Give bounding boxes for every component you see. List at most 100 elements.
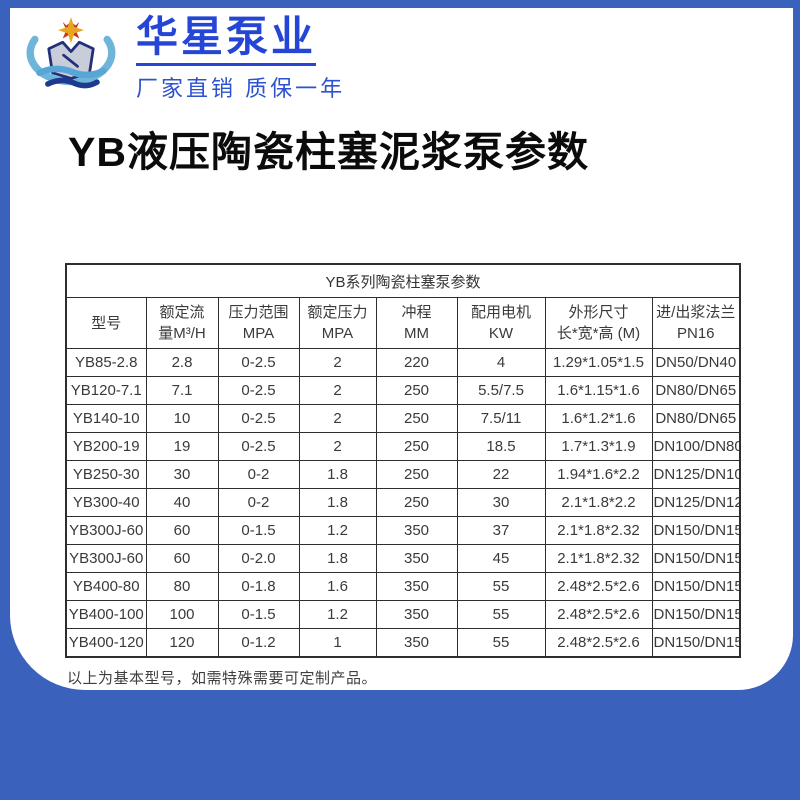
table-cell: 0-2.0 xyxy=(217,544,300,573)
table-cell: 350 xyxy=(375,544,458,573)
table-cell: 350 xyxy=(375,628,458,658)
table-cell: 2.1*1.8*2.32 xyxy=(544,516,653,545)
table-cell: 18.5 xyxy=(456,432,546,461)
table-cell: YB400-120 xyxy=(65,628,147,658)
table-cell: 1.2 xyxy=(298,516,377,545)
table-cell: 60 xyxy=(145,544,219,573)
star-icon xyxy=(58,17,84,44)
table-cell: 0-2.5 xyxy=(217,348,300,377)
table-cell: 0-1.5 xyxy=(217,516,300,545)
table-row: YB85-2.8 2.8 0-2.5 2 220 4 1.29*1.05*1.5 DN50/D… xyxy=(65,348,741,377)
column-header: 外形尺寸 长*宽*高 (M) xyxy=(544,297,653,349)
table-cell: 2 xyxy=(298,404,377,433)
spec-table-section: YB系列陶瓷柱塞泵参数 型号 额定流 量M³/H 压力范围 MPA 额定压力 MPA 冲程 MM… xyxy=(65,263,742,688)
table-cell: 250 xyxy=(375,460,458,489)
table-cell: 30 xyxy=(145,460,219,489)
wave-light xyxy=(36,65,107,79)
brand-tagline: 厂家直销 质保一年 xyxy=(136,75,346,101)
table-row: YB300J-60 60 0-1.5 1.2 350 37 2.1*1.8*2.32 DN15… xyxy=(65,516,741,545)
table-cell: DN125/DN125 xyxy=(651,488,741,517)
table-cell: 250 xyxy=(375,404,458,433)
table-row: YB300J-60 60 0-2.0 1.8 350 45 2.1*1.8*2.32 DN15… xyxy=(65,544,741,573)
brand-name: 华星泵业 xyxy=(136,15,317,66)
table-cell: 55 xyxy=(456,600,546,629)
table-cell: 0-2 xyxy=(217,460,300,489)
column-header: 配用电机 KW xyxy=(456,297,546,349)
table-cell: DN150/DN150 xyxy=(651,544,741,573)
table-cell: YB250-30 xyxy=(65,460,147,489)
column-header: 型号 xyxy=(65,297,147,349)
table-cell: 0-1.5 xyxy=(217,600,300,629)
table-cell: YB400-80 xyxy=(65,572,147,601)
table-cell: 350 xyxy=(375,600,458,629)
emblem-stroke xyxy=(62,53,79,68)
brand-text-block: 华星泵业 厂家直销 质保一年 xyxy=(136,13,345,102)
table-cell: DN150/DN150 xyxy=(651,628,741,658)
table-header-row: 型号 额定流 量M³/H 压力范围 MPA 额定压力 MPA 冲程 MM 配用电机 KW 外形尺寸 长*… xyxy=(65,297,741,349)
table-cell: 220 xyxy=(375,348,458,377)
table-cell: 250 xyxy=(375,376,458,405)
table-cell: 2.48*2.5*2.6 xyxy=(544,572,653,601)
table-cell: 1.7*1.3*1.9 xyxy=(544,432,653,461)
table-row: YB400-100 100 0-1.5 1.2 350 55 2.48*2.5*2.6 DN1… xyxy=(65,600,741,629)
column-header: 冲程 MM xyxy=(375,297,458,349)
table-cell: 2 xyxy=(298,432,377,461)
table-cell: 0-1.8 xyxy=(217,572,300,601)
table-cell: DN150/DN150 xyxy=(651,516,741,545)
table-cell: DN100/DN80 xyxy=(651,432,741,461)
table-cell: DN150/DN150 xyxy=(651,600,741,629)
table-cell: 250 xyxy=(375,488,458,517)
table-cell: 2.1*1.8*2.2 xyxy=(544,488,653,517)
table-row: YB400-120 120 0-1.2 1 350 55 2.48*2.5*2.6 DN150… xyxy=(65,628,741,658)
table-cell: DN125/DN100 xyxy=(651,460,741,489)
table-cell: DN80/DN65 xyxy=(651,376,741,405)
table-cell: 37 xyxy=(456,516,546,545)
table-cell: YB300-40 xyxy=(65,488,147,517)
table-cell: 30 xyxy=(456,488,546,517)
spec-table: YB系列陶瓷柱塞泵参数 型号 额定流 量M³/H 压力范围 MPA 额定压力 MPA 冲程 MM… xyxy=(65,263,742,658)
table-cell: 80 xyxy=(145,572,219,601)
table-cell: 1.94*1.6*2.2 xyxy=(544,460,653,489)
table-cell: 45 xyxy=(456,544,546,573)
table-cell: 0-2.5 xyxy=(217,432,300,461)
content-card: 华星泵业 厂家直销 质保一年 YB液压陶瓷柱塞泥浆泵参数 YB系列陶瓷柱塞泵参数… xyxy=(10,8,793,690)
table-cell: 60 xyxy=(145,516,219,545)
table-cell: 250 xyxy=(375,432,458,461)
company-logo-icon xyxy=(26,17,116,89)
table-cell: 2.1*1.8*2.32 xyxy=(544,544,653,573)
table-cell: 2 xyxy=(298,348,377,377)
table-cell: 40 xyxy=(145,488,219,517)
table-cell: 1.8 xyxy=(298,460,377,489)
table-cell: 2 xyxy=(298,376,377,405)
table-cell: 0-2.5 xyxy=(217,376,300,405)
table-cell: 2.48*2.5*2.6 xyxy=(544,628,653,658)
table-cell: 7.5/11 xyxy=(456,404,546,433)
table-cell: 1.6*1.15*1.6 xyxy=(544,376,653,405)
table-cell: 7.1 xyxy=(145,376,219,405)
column-header: 额定压力 MPA xyxy=(298,297,377,349)
table-row: YB300-40 40 0-2 1.8 250 30 2.1*1.8*2.2 DN125/DN… xyxy=(65,488,741,517)
table-cell: 1.29*1.05*1.5 xyxy=(544,348,653,377)
table-cell: 1.6*1.2*1.6 xyxy=(544,404,653,433)
table-cell: 22 xyxy=(456,460,546,489)
table-cell: 1.6 xyxy=(298,572,377,601)
table-row: YB200-19 19 0-2.5 2 250 18.5 1.7*1.3*1.9 DN100/… xyxy=(65,432,741,461)
table-cell: 350 xyxy=(375,516,458,545)
table-cell: 350 xyxy=(375,572,458,601)
table-cell: 1 xyxy=(298,628,377,658)
table-cell: 120 xyxy=(145,628,219,658)
column-header: 压力范围 MPA xyxy=(217,297,300,349)
table-cell: 0-2 xyxy=(217,488,300,517)
wave-dark xyxy=(45,77,100,89)
table-cell: 4 xyxy=(456,348,546,377)
table-cell: 2.8 xyxy=(145,348,219,377)
table-cell: 2.48*2.5*2.6 xyxy=(544,600,653,629)
table-cell: DN150/DN150 xyxy=(651,572,741,601)
table-cell: YB200-19 xyxy=(65,432,147,461)
table-row: YB120-7.1 7.1 0-2.5 2 250 5.5/7.5 1.6*1.15*1.6… xyxy=(65,376,741,405)
table-cell: YB85-2.8 xyxy=(65,348,147,377)
table-caption-row: YB系列陶瓷柱塞泵参数 xyxy=(65,263,741,298)
table-cell: YB140-10 xyxy=(65,404,147,433)
column-header: 进/出浆法兰 PN16 xyxy=(651,297,741,349)
